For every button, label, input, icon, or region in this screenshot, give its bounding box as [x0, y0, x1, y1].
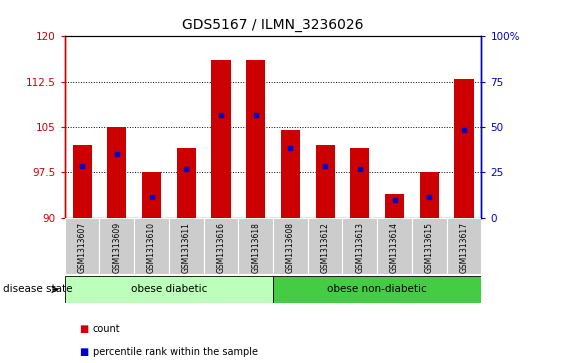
Bar [273, 276, 481, 303]
Bar [108, 127, 126, 218]
Text: GSM1313617: GSM1313617 [459, 222, 468, 273]
Bar [65, 276, 273, 303]
Text: GSM1313612: GSM1313612 [321, 222, 329, 273]
Bar [177, 148, 196, 218]
Text: GSM1313615: GSM1313615 [425, 222, 434, 273]
Bar [100, 218, 134, 274]
Text: GSM1313614: GSM1313614 [390, 222, 399, 273]
Bar [446, 218, 481, 274]
Text: GSM1313611: GSM1313611 [182, 222, 191, 273]
Text: ■: ■ [79, 323, 88, 334]
Title: GDS5167 / ILMN_3236026: GDS5167 / ILMN_3236026 [182, 19, 364, 33]
Bar [342, 218, 377, 274]
Bar [308, 218, 342, 274]
Text: GSM1313610: GSM1313610 [147, 222, 156, 273]
Text: percentile rank within the sample: percentile rank within the sample [93, 347, 258, 357]
Text: GSM1313613: GSM1313613 [355, 222, 364, 273]
Bar [350, 148, 369, 218]
Bar [385, 193, 404, 218]
Text: GSM1313616: GSM1313616 [217, 222, 225, 273]
Bar [246, 61, 265, 218]
Bar [377, 218, 412, 274]
Text: GSM1313618: GSM1313618 [251, 222, 260, 273]
Text: obese diabetic: obese diabetic [131, 285, 207, 294]
Bar [273, 218, 308, 274]
Bar [212, 61, 230, 218]
Text: GSM1313609: GSM1313609 [113, 222, 121, 273]
Bar [134, 218, 169, 274]
Bar [412, 218, 446, 274]
Bar [238, 218, 273, 274]
Text: GSM1313608: GSM1313608 [286, 222, 295, 273]
Text: ■: ■ [79, 347, 88, 357]
Bar [142, 172, 161, 218]
Bar [169, 218, 204, 274]
Bar [454, 79, 473, 218]
Bar [316, 145, 334, 218]
Bar [420, 172, 439, 218]
Bar [73, 145, 92, 218]
Text: count: count [93, 323, 120, 334]
Text: obese non-diabetic: obese non-diabetic [327, 285, 427, 294]
Bar [65, 218, 100, 274]
Text: disease state: disease state [3, 285, 72, 294]
Text: GSM1313607: GSM1313607 [78, 222, 87, 273]
Bar [204, 218, 238, 274]
Bar [281, 130, 300, 218]
